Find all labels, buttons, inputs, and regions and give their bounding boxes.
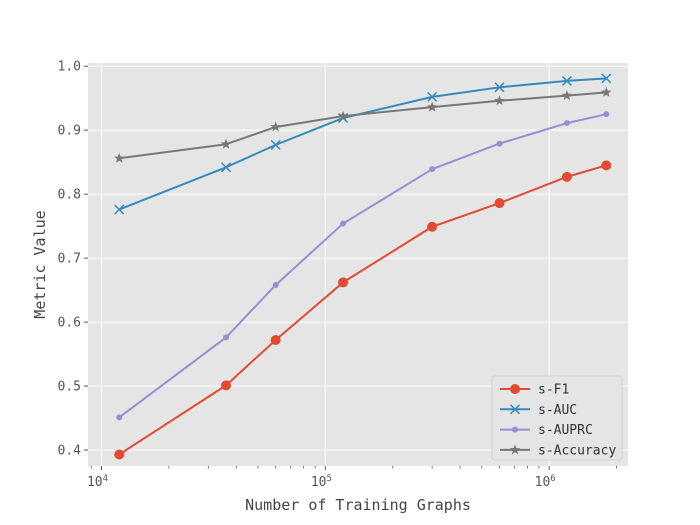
- marker-stroke: [494, 82, 505, 93]
- series-line-s-auc: [118, 77, 607, 211]
- legend-entry-s-auc: s-AUC: [500, 403, 577, 418]
- data-point-s-auc: [427, 91, 438, 102]
- series-s-auc: [114, 73, 612, 215]
- y-tick-label: 0.6: [58, 316, 81, 331]
- data-point-s-accuracy: [561, 90, 573, 101]
- legend-box: [491, 375, 623, 461]
- data-point-s-auprc: [223, 334, 230, 341]
- legend-marker: [512, 426, 518, 433]
- y-axis-label: Metric Value: [31, 210, 49, 318]
- data-point-s-accuracy: [337, 110, 349, 121]
- data-point-s-auprc: [429, 166, 436, 173]
- data-point-s-f1: [561, 171, 572, 182]
- data-point-s-accuracy: [494, 95, 505, 106]
- data-point-s-f1: [601, 160, 612, 171]
- data-point-s-auc: [221, 162, 232, 173]
- data-point-s-auc: [601, 73, 612, 84]
- x-tick-label: 104: [87, 474, 108, 490]
- marker-stroke: [509, 404, 521, 415]
- data-point-s-auprc: [563, 120, 570, 127]
- x-tick-base: 10: [311, 475, 327, 490]
- x-tick-base: 10: [535, 475, 551, 490]
- x-axis-label: Number of Training Graphs: [245, 496, 471, 514]
- legend-entry-s-f1: s-F1: [500, 383, 569, 398]
- legend-label: s-F1: [538, 383, 569, 398]
- y-tick-label: 0.7: [58, 252, 81, 267]
- data-point-s-accuracy: [270, 121, 281, 132]
- marker-stroke: [601, 73, 612, 84]
- legend-label: s-Accuracy: [538, 443, 616, 458]
- series-s-auprc: [116, 111, 610, 421]
- data-point-s-accuracy: [114, 152, 125, 163]
- data-point-s-auc: [561, 75, 572, 86]
- data-point-s-accuracy: [426, 101, 438, 112]
- y-tick-label: 0.5: [58, 380, 81, 395]
- x-tick-label: 106: [535, 474, 556, 490]
- legend-marker: [510, 384, 520, 394]
- legend-marker: [509, 404, 521, 415]
- series-line-s-f1: [118, 164, 607, 456]
- data-point-s-auc: [494, 82, 505, 93]
- x-tick-exponent: 5: [326, 474, 331, 484]
- series-s-f1: [114, 160, 612, 460]
- legend-marker: [509, 444, 521, 455]
- marker-stroke: [221, 162, 232, 173]
- data-point-s-accuracy: [220, 138, 232, 149]
- legend-label: s-AUPRC: [538, 423, 593, 438]
- series-layer: [114, 73, 612, 460]
- legend-entry-s-accuracy: s-Accuracy: [500, 443, 616, 458]
- legend-entry-s-auprc: s-AUPRC: [500, 423, 593, 438]
- series-line-s-accuracy: [119, 91, 607, 160]
- data-point-s-f1: [114, 449, 125, 460]
- y-tick-label: 1.0: [58, 60, 81, 75]
- y-tick-label: 0.8: [58, 188, 81, 203]
- legend: s-F1 s-AUC s-AUPRC s-Accuracy: [491, 375, 623, 461]
- data-point-s-f1: [270, 334, 281, 345]
- data-point-s-auprc: [272, 281, 279, 288]
- data-point-s-auprc: [116, 414, 123, 421]
- data-point-s-f1: [494, 198, 505, 209]
- series-s-accuracy: [114, 86, 612, 163]
- data-point-s-auc: [114, 204, 125, 215]
- y-tick-label: 0.4: [58, 444, 82, 459]
- data-point-s-auprc: [603, 111, 610, 118]
- legend-label: s-AUC: [538, 403, 577, 418]
- series-line-s-auprc: [118, 113, 607, 419]
- data-point-s-auc: [270, 139, 281, 150]
- x-tick-exponent: 6: [550, 474, 555, 484]
- data-point-s-f1: [427, 221, 438, 232]
- data-point-s-f1: [221, 380, 232, 391]
- marker-stroke: [561, 75, 572, 86]
- data-point-s-auprc: [496, 140, 503, 147]
- x-tick-base: 10: [87, 475, 103, 490]
- y-tick-label: 0.9: [58, 124, 81, 139]
- marker-stroke: [270, 139, 281, 150]
- data-point-s-auprc: [340, 220, 347, 227]
- marker-stroke: [427, 91, 438, 102]
- data-point-s-accuracy: [601, 86, 612, 97]
- marker-stroke: [114, 204, 125, 215]
- x-tick-label: 105: [311, 474, 332, 490]
- x-tick-exponent: 4: [103, 474, 108, 484]
- data-point-s-f1: [338, 277, 349, 288]
